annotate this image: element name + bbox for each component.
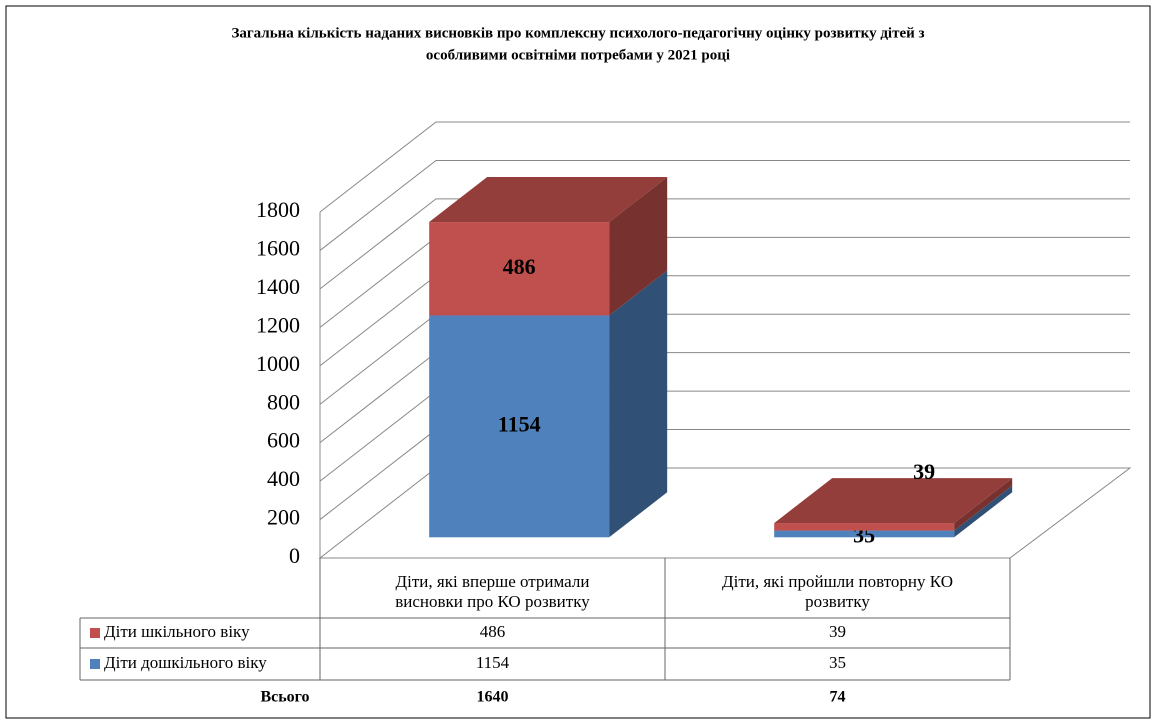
- category-text: Діти, які пройшли повторну КО розвитку: [722, 572, 953, 611]
- table-value: 35: [829, 653, 846, 672]
- y-tick-label: 800: [267, 389, 300, 414]
- table-value: 39: [829, 622, 846, 641]
- bar-side: [954, 485, 1013, 538]
- total-value: 74: [830, 689, 846, 706]
- legend-label: Діти шкільного віку: [104, 622, 250, 641]
- y-tick-label: 1000: [256, 351, 300, 376]
- floor: [318, 467, 1132, 559]
- bar: [429, 222, 610, 316]
- y-tick-label: 600: [267, 428, 300, 453]
- bar-side: [609, 270, 668, 538]
- bar: [429, 315, 610, 538]
- y-tick-label: 0: [289, 543, 300, 568]
- chart-title: Загальна кількість наданих висновків про…: [231, 25, 924, 41]
- y-tick-label: 400: [267, 466, 300, 491]
- total-value: 1640: [477, 689, 509, 706]
- chart-title: особливими освітніми потребами у 2021 ро…: [426, 47, 730, 63]
- bar: [774, 530, 955, 538]
- category-label: Діти, які вперше отримали висновки про К…: [320, 568, 665, 616]
- grid-line: [319, 159, 1130, 251]
- bar-side: [609, 177, 668, 316]
- bar-top: [429, 177, 668, 223]
- totals-label: Всього: [260, 689, 309, 706]
- y-tick-label: 1400: [256, 274, 300, 299]
- y-tick-label: 1800: [256, 197, 300, 222]
- category-text: Діти, які вперше отримали висновки про К…: [395, 572, 590, 611]
- category-label: Діти, які пройшли повторну КО розвитку: [665, 568, 1010, 616]
- y-tick-label: 200: [267, 505, 300, 530]
- data-label: 486: [503, 254, 536, 279]
- grid-line: [319, 198, 1130, 290]
- legend-label: Діти дошкільного віку: [104, 653, 267, 672]
- bar-top: [774, 478, 1013, 524]
- data-label: 39: [913, 459, 935, 484]
- data-label: 1154: [498, 411, 541, 436]
- frame: [5, 5, 1151, 719]
- table-value: 1154: [476, 653, 510, 672]
- bar: [774, 523, 955, 531]
- y-tick-label: 1600: [256, 235, 300, 260]
- legend-swatch: [90, 628, 100, 638]
- y-tick-label: 1200: [256, 312, 300, 337]
- grid-line: [319, 121, 1130, 213]
- bar-side: [954, 478, 1013, 531]
- legend-swatch: [90, 659, 100, 669]
- table-value: 486: [480, 622, 506, 641]
